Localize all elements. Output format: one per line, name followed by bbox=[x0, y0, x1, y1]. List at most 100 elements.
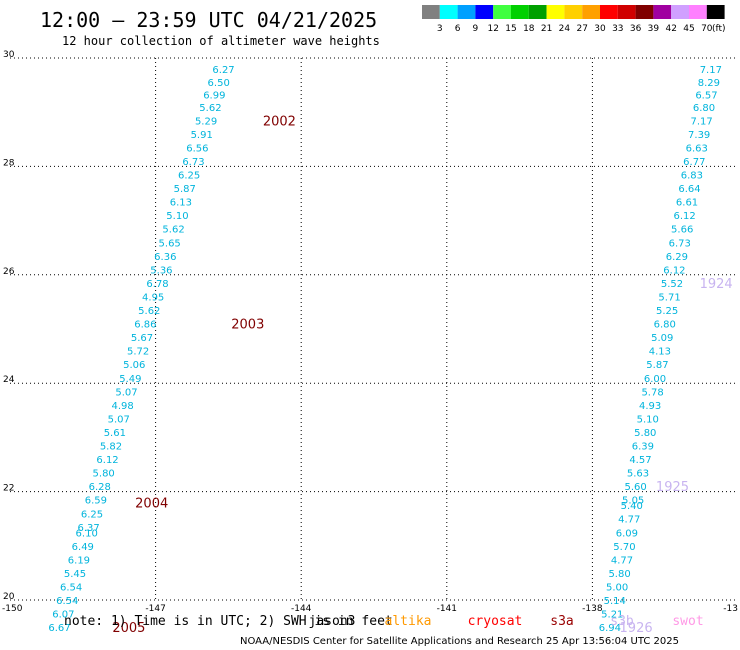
legend-swatch bbox=[582, 5, 600, 19]
wave-height-point: 6.50 bbox=[208, 78, 230, 89]
legend-swatch bbox=[706, 5, 725, 19]
y-tick-label: 24 bbox=[3, 375, 15, 385]
wave-height-point: 7.17 bbox=[700, 65, 722, 76]
wave-height-point: 8.29 bbox=[698, 78, 720, 89]
legend-swatch bbox=[511, 5, 529, 19]
time-label: 1924 bbox=[700, 277, 733, 292]
legend-label: 42 bbox=[665, 24, 676, 34]
wave-height-point: 4.77 bbox=[618, 515, 640, 526]
legend-label: 3 bbox=[437, 24, 443, 34]
legend-label: 30 bbox=[594, 24, 606, 34]
wave-height-point: 6.13 bbox=[170, 198, 192, 209]
y-tick-label: 28 bbox=[3, 158, 15, 168]
wave-height-point: 5.07 bbox=[108, 414, 130, 425]
legend-label: 6 bbox=[455, 24, 461, 34]
wave-height-point: 4.77 bbox=[611, 555, 633, 566]
wave-height-point: 5.21 bbox=[601, 610, 623, 621]
legend-label: 36 bbox=[630, 24, 642, 34]
legend-swatch bbox=[671, 5, 689, 19]
legend-swatch bbox=[422, 5, 440, 19]
wave-height-point: 5.80 bbox=[93, 469, 115, 480]
wave-height-point: 6.73 bbox=[669, 238, 691, 249]
wave-height-point: 5.09 bbox=[651, 333, 673, 344]
legend-label: 18 bbox=[523, 24, 535, 34]
wave-height-point: 6.00 bbox=[644, 374, 666, 385]
wave-height-point: 6.63 bbox=[686, 143, 708, 154]
y-tick-label: 20 bbox=[3, 592, 15, 602]
wave-height-point: 4.98 bbox=[111, 401, 133, 412]
wave-height-point: 6.57 bbox=[695, 90, 717, 101]
wave-height-point: 4.13 bbox=[649, 347, 671, 358]
satellite-label: cryosat bbox=[468, 614, 523, 629]
legend-swatch bbox=[546, 5, 565, 19]
legend-swatch bbox=[617, 5, 636, 19]
wave-height-point: 6.37 bbox=[77, 523, 99, 534]
footer-note: note: 1) Time is in UTC; 2) SWH is in fe… bbox=[64, 614, 393, 629]
wave-height-point: 6.12 bbox=[663, 265, 685, 276]
satellite-legend: jason3 altika cryosat s3a s3b swot bbox=[309, 614, 704, 629]
wave-height-point: 5.10 bbox=[166, 211, 188, 222]
wave-height-point: 6.09 bbox=[616, 528, 638, 539]
wave-height-point: 5.67 bbox=[131, 333, 153, 344]
wave-height-point: 5.36 bbox=[150, 265, 172, 276]
wave-height-point: 5.49 bbox=[119, 374, 141, 385]
wave-height-point: 5.71 bbox=[658, 292, 680, 303]
wave-height-point: 5.82 bbox=[100, 442, 122, 453]
wave-height-point: 5.00 bbox=[606, 582, 628, 593]
wave-height-point: 6.59 bbox=[85, 496, 107, 507]
wave-height-point: 5.62 bbox=[199, 103, 221, 114]
wave-height-point: 5.66 bbox=[671, 225, 693, 236]
wave-height-point: 5.70 bbox=[613, 542, 635, 553]
wave-height-point: 6.80 bbox=[654, 320, 676, 331]
wave-height-point: 5.63 bbox=[627, 469, 649, 480]
wave-height-point: 5.25 bbox=[656, 306, 678, 317]
wave-height-point: 5.14 bbox=[604, 596, 626, 607]
y-axis-ticks: 20 22 24 26 28 30 bbox=[3, 50, 15, 602]
legend-swatch bbox=[600, 5, 618, 19]
x-tick-label: -144 bbox=[291, 604, 312, 614]
legend-label: 12 bbox=[487, 24, 498, 34]
wave-height-point: 5.80 bbox=[634, 428, 656, 439]
legend-swatch bbox=[475, 5, 494, 19]
wave-height-point: 6.61 bbox=[676, 198, 698, 209]
wave-height-point: 5.61 bbox=[104, 428, 126, 439]
wave-height-point: 7.17 bbox=[690, 116, 712, 127]
legend-label: 15 bbox=[505, 24, 516, 34]
wave-height-point: 6.64 bbox=[678, 184, 700, 195]
legend-swatch bbox=[457, 5, 476, 19]
wave-height-point: 6.54 bbox=[56, 596, 78, 607]
legend-label: 24 bbox=[559, 24, 571, 34]
y-tick-label: 22 bbox=[3, 484, 14, 494]
wave-height-point: 6.78 bbox=[146, 279, 168, 290]
wave-height-point: 5.62 bbox=[138, 306, 160, 317]
wave-height-point: 6.12 bbox=[673, 211, 695, 222]
satellite-label: swot bbox=[672, 614, 703, 629]
legend-swatch bbox=[564, 5, 583, 19]
x-tick-label: -147 bbox=[145, 604, 165, 614]
x-tick-label: -150 bbox=[2, 604, 23, 614]
time-label: 1925 bbox=[656, 480, 689, 495]
legend-swatch bbox=[689, 5, 707, 19]
legend-swatch bbox=[653, 5, 672, 19]
legend-swatch bbox=[635, 5, 654, 19]
legend-label: 9 bbox=[473, 24, 479, 34]
legend-label: 39 bbox=[648, 24, 660, 34]
wave-height-point: 5.87 bbox=[174, 184, 196, 195]
wave-height-point: 5.07 bbox=[115, 387, 137, 398]
wave-height-point: 5.29 bbox=[195, 116, 217, 127]
legend-swatch bbox=[528, 5, 547, 19]
y-tick-label: 30 bbox=[3, 50, 15, 60]
legend-label: 45 bbox=[683, 24, 694, 34]
time-labels: 200220032004200519192419251926 bbox=[112, 114, 733, 636]
wave-height-point: 5.91 bbox=[191, 130, 213, 141]
legend-swatch bbox=[493, 5, 511, 19]
wave-height-point: 6.29 bbox=[666, 252, 688, 263]
wave-height-point: 5.05 bbox=[622, 496, 644, 507]
plot-grid bbox=[10, 57, 738, 601]
wave-height-point: 6.25 bbox=[81, 509, 103, 520]
wave-height-point: 4.57 bbox=[629, 455, 651, 466]
chart-subtitle: 12 hour collection of altimeter wave hei… bbox=[62, 34, 380, 48]
satellite-label: s3a bbox=[550, 614, 573, 629]
satellite-label: jason3 bbox=[309, 614, 356, 629]
